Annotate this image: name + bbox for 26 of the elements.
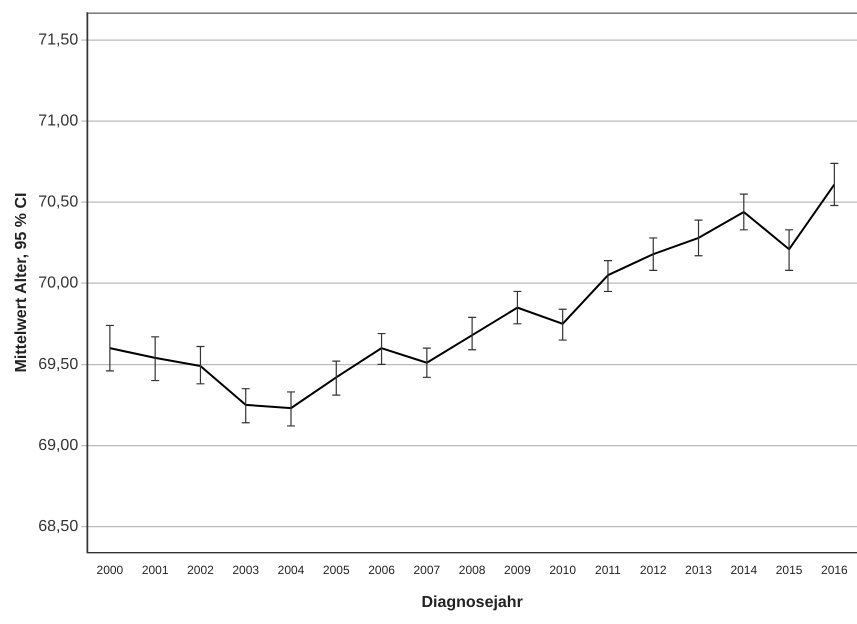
x-tick-label: 2002 [187, 562, 214, 577]
x-tick-label: 2012 [640, 562, 667, 577]
x-tick-label: 2000 [96, 562, 124, 577]
y-axis-title: Mittelwert Alter, 95 % CI [13, 192, 30, 372]
y-tick-label: 69,00 [38, 436, 78, 454]
x-tick-label: 2013 [685, 562, 712, 577]
x-tick-label: 2011 [595, 562, 622, 577]
x-tick-label: 2007 [413, 562, 441, 577]
y-tick-label: 71,00 [38, 112, 78, 130]
x-tick-label: 2001 [142, 562, 169, 577]
x-tick-label: 2004 [278, 562, 305, 577]
x-tick-label: 2003 [232, 562, 260, 577]
x-tick-label: 2015 [776, 562, 803, 577]
x-axis-title: Diagnosejahr [421, 594, 523, 611]
y-tick-label: 71,50 [38, 32, 78, 49]
x-tick-label: 2014 [730, 562, 758, 577]
y-tick-label: 70,00 [38, 274, 78, 292]
x-tick-label: 2006 [368, 562, 396, 577]
x-tick-label: 2016 [821, 562, 848, 577]
x-tick-label: 2010 [549, 562, 576, 577]
x-tick-label: 2008 [458, 562, 486, 577]
y-tick-label: 68,50 [38, 518, 78, 535]
y-tick-label: 70,50 [38, 194, 78, 211]
x-tick-label: 2005 [322, 562, 350, 577]
x-tick-label: 2009 [504, 562, 532, 577]
y-tick-label: 69,50 [38, 356, 78, 373]
